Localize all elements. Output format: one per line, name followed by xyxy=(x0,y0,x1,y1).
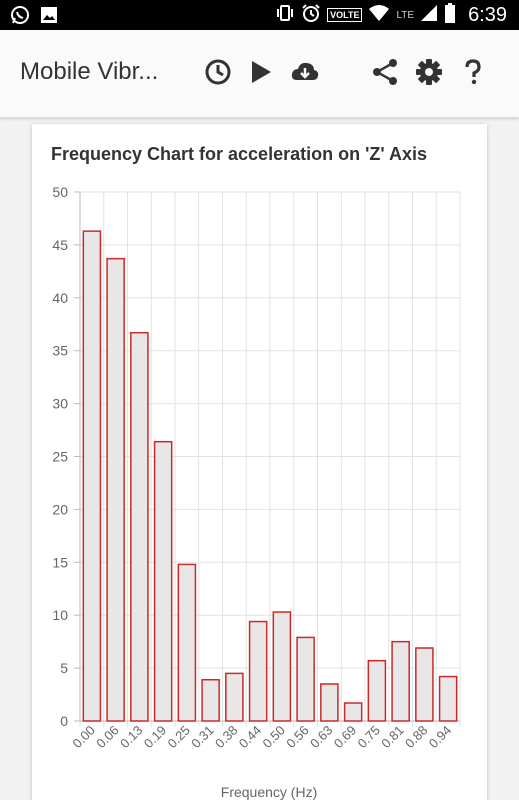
x-tick-label: 0.25 xyxy=(164,723,193,752)
x-tick-label: 0.88 xyxy=(402,723,431,752)
help-icon[interactable] xyxy=(457,56,489,88)
network-label: LTE xyxy=(396,9,415,21)
bar xyxy=(201,678,220,722)
x-tick-label: 0.50 xyxy=(259,723,288,752)
x-tick-label: 0.31 xyxy=(188,723,217,752)
app-title: Mobile Vibr... xyxy=(20,58,159,85)
y-tick-label: 30 xyxy=(52,396,68,412)
chart-title: Frequency Chart for acceleration on 'Z' … xyxy=(51,144,427,164)
image-icon xyxy=(40,6,58,29)
y-tick-label: 5 xyxy=(60,660,68,676)
x-axis-label: Frequency (Hz) xyxy=(221,784,317,800)
signal-icon xyxy=(420,4,438,27)
y-tick-label: 50 xyxy=(52,184,68,200)
bar xyxy=(225,672,244,722)
x-tick-label: 0.94 xyxy=(426,723,455,752)
bar xyxy=(106,257,125,722)
bar xyxy=(130,331,149,722)
volte-badge: VOLTE xyxy=(327,8,363,22)
bar xyxy=(153,440,173,722)
play-icon[interactable] xyxy=(245,56,277,88)
bar-chart: 0 5 10 15 20 25 30 35 40 45 50 0.000.060.130.190.25… xyxy=(52,184,461,800)
y-tick-label: 35 xyxy=(52,343,68,359)
bar xyxy=(343,702,363,722)
x-tick-label: 0.00 xyxy=(69,723,98,752)
x-tick-label: 0.19 xyxy=(141,723,170,752)
x-tick-label: 0.38 xyxy=(212,723,241,752)
x-tick-label: 0.44 xyxy=(236,723,265,752)
bar xyxy=(177,563,197,722)
bar xyxy=(296,636,315,722)
x-tick-label: 0.06 xyxy=(93,723,122,752)
whatsapp-icon xyxy=(10,5,30,30)
vibrate-icon xyxy=(275,3,295,28)
y-tick-label: 40 xyxy=(52,290,68,306)
y-tick-label: 45 xyxy=(52,237,68,253)
x-tick-label: 0.69 xyxy=(331,723,360,752)
x-tick-label: 0.13 xyxy=(117,723,146,752)
bar xyxy=(438,675,458,722)
chart-card: Frequency Chart for acceleration on 'Z' … xyxy=(32,124,487,800)
bar xyxy=(272,611,292,722)
x-tick-label: 0.63 xyxy=(307,723,336,752)
y-tick-label: 0 xyxy=(60,713,68,729)
bar xyxy=(367,659,387,722)
app-bar: Mobile Vibr... xyxy=(0,30,519,118)
share-icon[interactable] xyxy=(369,56,401,88)
status-bar: VOLTE LTE 6:39 xyxy=(0,0,519,30)
bar xyxy=(320,683,339,722)
wifi-icon xyxy=(368,4,390,27)
settings-icon[interactable] xyxy=(413,56,445,88)
history-icon[interactable] xyxy=(202,56,234,88)
status-time: 6:39 xyxy=(468,3,507,26)
bar xyxy=(391,640,410,722)
bar xyxy=(82,230,102,722)
download-icon[interactable] xyxy=(289,56,321,88)
x-tick-label: 0.56 xyxy=(283,723,312,752)
bar xyxy=(248,620,268,722)
alarm-icon xyxy=(301,3,321,28)
battery-icon xyxy=(444,2,456,28)
y-tick-label: 25 xyxy=(52,449,68,465)
bar xyxy=(415,647,434,722)
y-tick-label: 10 xyxy=(52,607,68,623)
y-tick-label: 20 xyxy=(52,501,68,517)
y-tick-label: 15 xyxy=(52,554,68,570)
x-tick-label: 0.81 xyxy=(378,723,407,752)
x-tick-label: 0.75 xyxy=(354,723,383,752)
